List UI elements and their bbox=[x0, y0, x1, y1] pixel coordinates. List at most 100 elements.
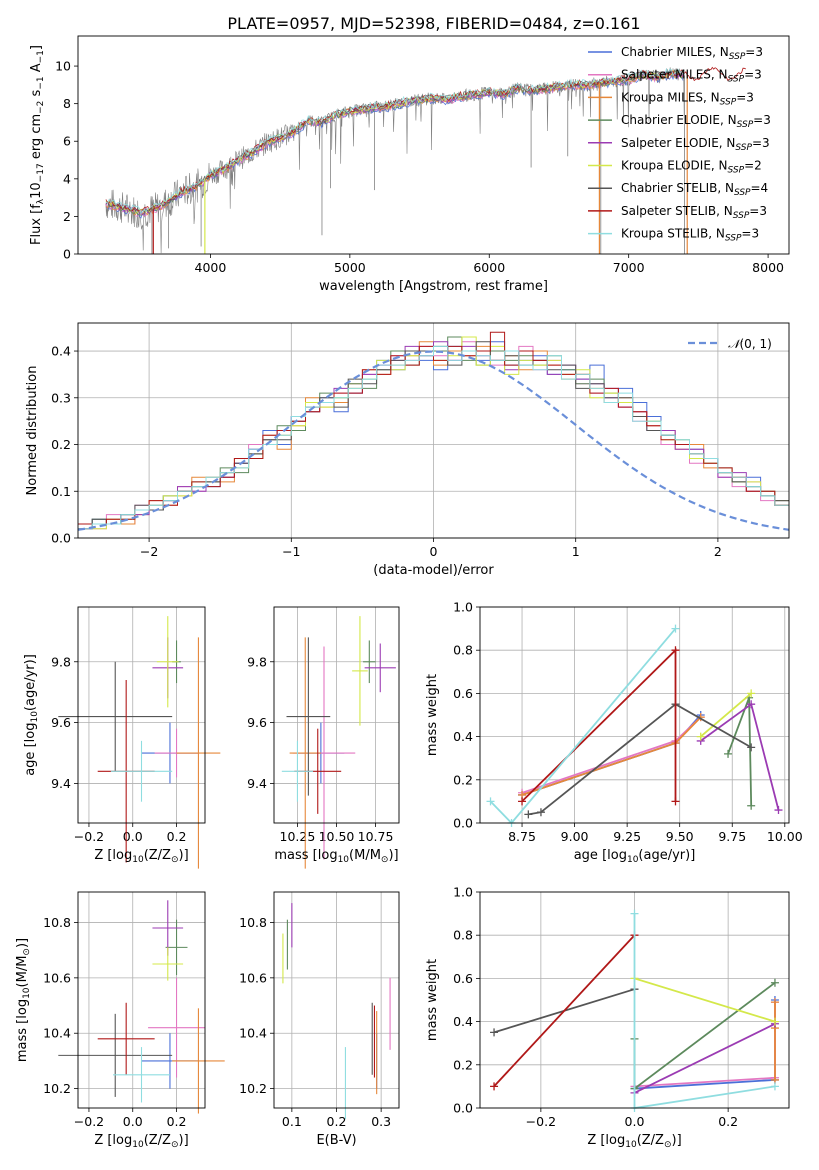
legend-label: Chabrier STELIB, NSSP=4 bbox=[621, 181, 768, 198]
age-weight-frame bbox=[479, 606, 790, 824]
spectrum-ylabel: Flux [fλ10−17 erg cm−2 s−1 A−1] bbox=[29, 45, 46, 245]
ebv-mass-ytick-label: 10.8 bbox=[239, 915, 267, 930]
weight-marker bbox=[486, 797, 495, 806]
legend-label-part: =3 bbox=[736, 90, 754, 104]
Z-mass-ytick-label: 10.2 bbox=[43, 1081, 71, 1096]
spectrum-ytick-label: 8 bbox=[63, 96, 71, 111]
weight-marker bbox=[770, 998, 779, 1007]
age-weight-ytick-label: 0.8 bbox=[453, 643, 473, 658]
age-weight-xlabel-part: 10 bbox=[627, 855, 639, 865]
spectrum-xtick-label: 8000 bbox=[752, 260, 784, 275]
Z-weight-xlabel-part: 10 bbox=[625, 1140, 637, 1150]
mass-age-xlabel-part: 10 bbox=[338, 855, 350, 865]
Z-mass-ylabel-part: ⊙ bbox=[22, 948, 32, 956]
Z-age-ytick-label: 9.4 bbox=[51, 776, 71, 791]
legend-label-part: 𝒩 bbox=[728, 337, 743, 351]
weight-marker bbox=[518, 797, 527, 806]
residuals-xtick-label: 2 bbox=[714, 544, 722, 559]
legend-label-part: SSP bbox=[729, 52, 746, 62]
Z-mass-xlabel-part: 10 bbox=[132, 1140, 144, 1150]
Z-mass-xlabel-part: ⊙ bbox=[171, 1140, 179, 1150]
legend-label: Kroupa STELIB, NSSP=3 bbox=[621, 227, 759, 244]
age-weight-xtick-label: 10.00 bbox=[767, 829, 803, 844]
ebv-mass-frame bbox=[273, 891, 400, 1109]
weight-marker bbox=[490, 1028, 499, 1037]
weight-line bbox=[700, 692, 752, 738]
Z-weight-ytick-label: 0.6 bbox=[453, 971, 473, 986]
residuals-xtick-label: −2 bbox=[140, 544, 158, 559]
legend-label-part: SSP bbox=[720, 97, 737, 107]
legend-label-part: =3 bbox=[741, 227, 759, 241]
spectrum-ylabel-part: 10 bbox=[29, 182, 44, 199]
residuals-ytick-label: 0.2 bbox=[51, 437, 71, 452]
normal-reference-curve bbox=[77, 350, 790, 531]
legend-label: Kroupa ELODIE, NSSP=2 bbox=[621, 159, 762, 176]
mass-age-ytick-label: 9.6 bbox=[247, 715, 267, 730]
Z-mass-xlabel-part: (Z/Z bbox=[144, 1133, 171, 1148]
weight-line bbox=[634, 1000, 776, 1090]
weight-line bbox=[528, 703, 752, 816]
spectrum-ylabel-part: −1 bbox=[36, 50, 46, 63]
legend-label-part: Salpeter STELIB, N bbox=[621, 204, 733, 218]
legend-label-part: (0, 1) bbox=[740, 337, 772, 351]
weight-marker bbox=[671, 797, 680, 806]
spectrum-xtick-label: 6000 bbox=[473, 260, 505, 275]
spectrum-ylabel-part: Flux [f bbox=[29, 204, 44, 245]
spectrum-xlabel: wavelength [Angstrom, rest frame] bbox=[319, 279, 548, 294]
legend-label: Kroupa MILES, NSSP=3 bbox=[621, 90, 754, 107]
Z-mass-ytick-label: 10.4 bbox=[43, 1026, 71, 1041]
Z-weight-frame bbox=[479, 891, 790, 1109]
residuals-frame bbox=[77, 322, 790, 539]
Z-weight-ytick-label: 0.0 bbox=[453, 1101, 473, 1116]
Z-mass-ytick-label: 10.6 bbox=[43, 970, 71, 985]
weight-marker bbox=[747, 743, 756, 752]
Z-mass-xlabel: Z [log10(Z/Z⊙)] bbox=[94, 1133, 188, 1150]
weight-line bbox=[634, 977, 776, 1023]
Z-mass-ylabel-part: (M/M bbox=[15, 956, 30, 988]
weight-line bbox=[633, 981, 776, 1091]
mass-age-xlabel-part: (M/M bbox=[349, 848, 381, 863]
Z-weight-xtick-label: 0.0 bbox=[625, 1114, 645, 1129]
age-weight-xtick-label: 9.75 bbox=[718, 829, 746, 844]
ebv-mass-xlabel: E(B-V) bbox=[316, 1133, 356, 1148]
mass-age-xtick-label: 10.25 bbox=[280, 829, 316, 844]
legend-label-part: SSP bbox=[725, 234, 742, 244]
spectrum-ylabel-part: A bbox=[29, 63, 44, 76]
mass-age-xtick-label: 10.50 bbox=[319, 829, 355, 844]
legend-label: 𝒩(0, 1) bbox=[728, 337, 772, 351]
mass-age-xtick-label: 10.75 bbox=[358, 829, 394, 844]
age-weight-xtick-label: 9.00 bbox=[561, 829, 589, 844]
weight-line bbox=[700, 702, 780, 811]
weight-marker bbox=[747, 700, 756, 709]
chart-title: PLATE=0957, MJD=52398, FIBERID=0484, z=0… bbox=[227, 14, 640, 33]
legend-label-part: Salpeter MILES, N bbox=[621, 68, 728, 82]
age-weight-xlabel-part: age [log bbox=[574, 848, 627, 863]
residuals-ylabel: Normed distribution bbox=[25, 366, 40, 496]
ebv-mass-xtick-label: 0.3 bbox=[371, 1114, 391, 1129]
Z-weight-xlabel-part: (Z/Z bbox=[637, 1133, 664, 1148]
Z-age-ylabel-part: 10 bbox=[30, 711, 40, 723]
legend-label: Salpeter STELIB, NSSP=3 bbox=[621, 204, 767, 221]
Z-weight-xlabel: Z [log10(Z/Z⊙)] bbox=[587, 1133, 681, 1150]
Z-age-xtick-label: −0.2 bbox=[74, 829, 104, 844]
age-weight-ytick-label: 0.6 bbox=[453, 686, 473, 701]
Z-age-ylabel-part: (age/yr)] bbox=[23, 654, 38, 711]
weight-marker bbox=[536, 808, 545, 817]
spectrum-ylabel-part: ] bbox=[29, 45, 44, 50]
Z-weight-xtick-label: 0.2 bbox=[718, 1114, 738, 1129]
Z-weight-ytick-label: 0.4 bbox=[453, 1014, 473, 1029]
mass-age-xlabel-part: mass [log bbox=[274, 848, 337, 863]
weight-marker bbox=[724, 749, 733, 758]
Z-mass-ylabel-part: 10 bbox=[22, 987, 32, 999]
Z-weight-ytick-label: 0.8 bbox=[453, 928, 473, 943]
age-weight-ytick-label: 0.0 bbox=[453, 816, 473, 831]
legend-label-part: SSP bbox=[737, 120, 754, 130]
legend-label: Chabrier MILES, NSSP=3 bbox=[621, 45, 763, 62]
legend-label-part: =3 bbox=[753, 113, 771, 127]
legend-label-part: =2 bbox=[744, 159, 762, 173]
residuals-xtick-label: −1 bbox=[282, 544, 300, 559]
Z-age-xlabel-part: )] bbox=[179, 848, 189, 863]
age-weight-ytick-label: 0.2 bbox=[453, 772, 473, 787]
weight-marker bbox=[770, 1082, 779, 1091]
